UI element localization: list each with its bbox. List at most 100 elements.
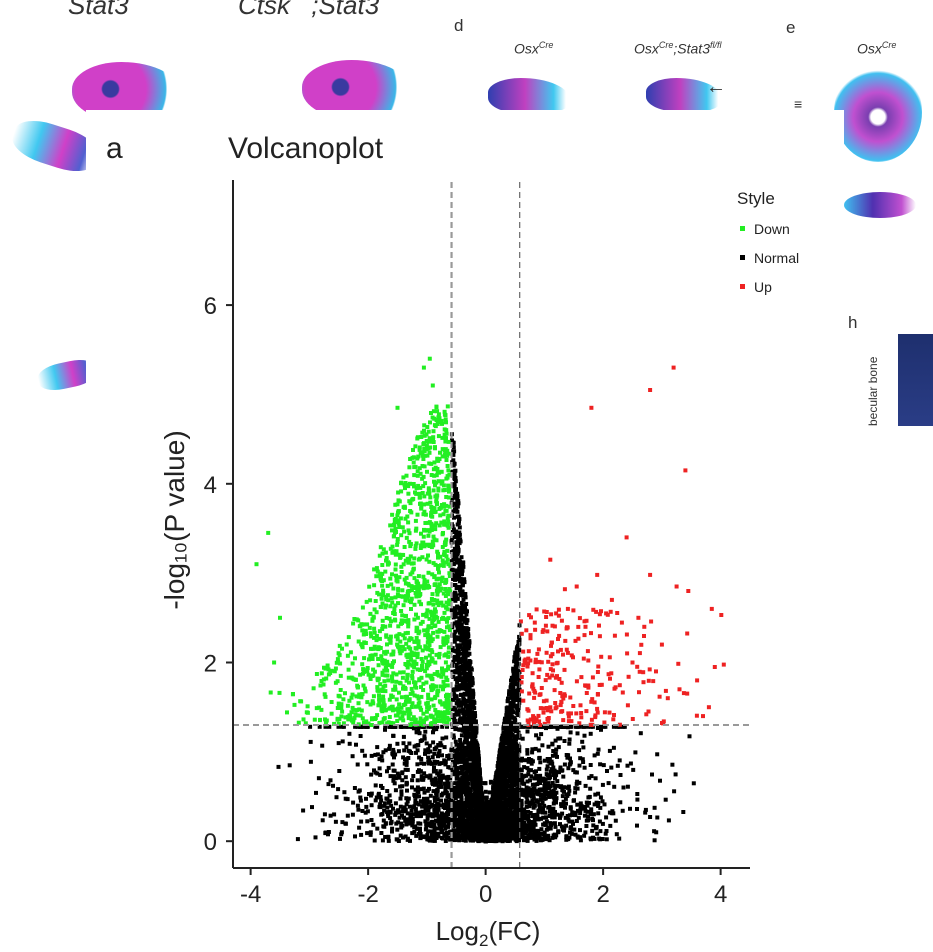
normal-point [461,594,465,598]
normal-point [499,753,503,757]
normal-point [469,754,473,758]
normal-point [555,796,559,800]
normal-point [515,664,519,668]
normal-point [522,788,526,792]
normal-point [626,785,630,789]
normal-point [513,655,517,659]
normal-point [410,778,414,782]
normal-point [512,673,516,677]
cre-sup-2: Cre [659,40,674,50]
normal-point [653,806,657,810]
normal-point [453,462,457,466]
normal-point [593,753,597,757]
normal-point [428,774,432,778]
normal-point [547,786,551,790]
normal-point [474,760,478,764]
normal-point [674,772,678,776]
normal-point [463,709,467,713]
normal-point [375,827,379,831]
normal-point [512,798,516,802]
normal-point [504,783,508,787]
normal-point [681,810,685,814]
normal-point [589,732,593,736]
normal-point [628,807,632,811]
normal-point [533,789,537,793]
normal-point [378,802,382,806]
normal-point [533,837,537,841]
normal-point [432,833,436,837]
normal-point [415,794,419,798]
label-stat3-top-left: Stat3 [68,0,129,21]
normal-point [462,819,466,823]
normal-point [588,787,592,791]
normal-point [522,807,526,811]
normal-point [510,695,514,699]
normal-point [418,822,422,826]
normal-point [426,747,430,751]
normal-point [500,817,504,821]
normal-point [635,807,639,811]
normal-point [605,829,609,833]
normal-point [635,792,639,796]
normal-point [598,762,602,766]
normal-point [667,818,671,822]
normal-point [339,832,343,836]
normal-point [508,736,512,740]
normal-point [572,798,576,802]
normal-point [652,829,656,833]
normal-point [548,774,552,778]
normal-point [561,775,565,779]
normal-point [574,811,578,815]
normal-point [547,795,551,799]
normal-point [309,740,313,744]
normal-point [619,773,623,777]
normal-point [583,805,587,809]
normal-point [547,782,551,786]
normal-point [466,683,470,687]
normal-point [453,772,457,776]
normal-point [543,811,547,815]
normal-point [498,802,502,806]
normal-point [410,785,414,789]
normal-point [520,824,524,828]
normal-point [494,794,498,798]
normal-point [655,752,659,756]
normal-point [361,809,365,813]
normal-point [427,758,431,762]
normal-point [431,730,435,734]
normal-point [631,768,635,772]
normal-point [575,803,579,807]
ctsk-stat3-text: ;Stat3 [311,0,379,20]
normal-point [569,807,573,811]
normal-point [553,810,557,814]
normal-point [672,789,676,793]
normal-point [598,806,602,810]
normal-point [457,586,461,590]
normal-point [567,818,571,822]
normal-point [424,822,428,826]
normal-point [561,794,565,798]
normal-point [441,824,445,828]
normal-point [435,760,439,764]
normal-point [573,791,577,795]
normal-point [422,834,426,838]
normal-point [402,748,406,752]
normal-point [511,667,515,671]
normal-point [323,812,327,816]
normal-point [427,787,431,791]
normal-point [370,818,374,822]
normal-point [353,834,357,838]
normal-point [459,632,463,636]
normal-point [616,764,620,768]
normal-point [467,690,471,694]
normal-point [528,788,532,792]
normal-point [546,836,550,840]
normal-point [461,833,465,837]
normal-point [629,762,633,766]
normal-point [621,809,625,813]
normal-point [533,783,537,787]
normal-point [439,816,443,820]
normal-point [373,839,377,843]
normal-point [554,825,558,829]
ctsk-text: Ctsk [238,0,290,20]
